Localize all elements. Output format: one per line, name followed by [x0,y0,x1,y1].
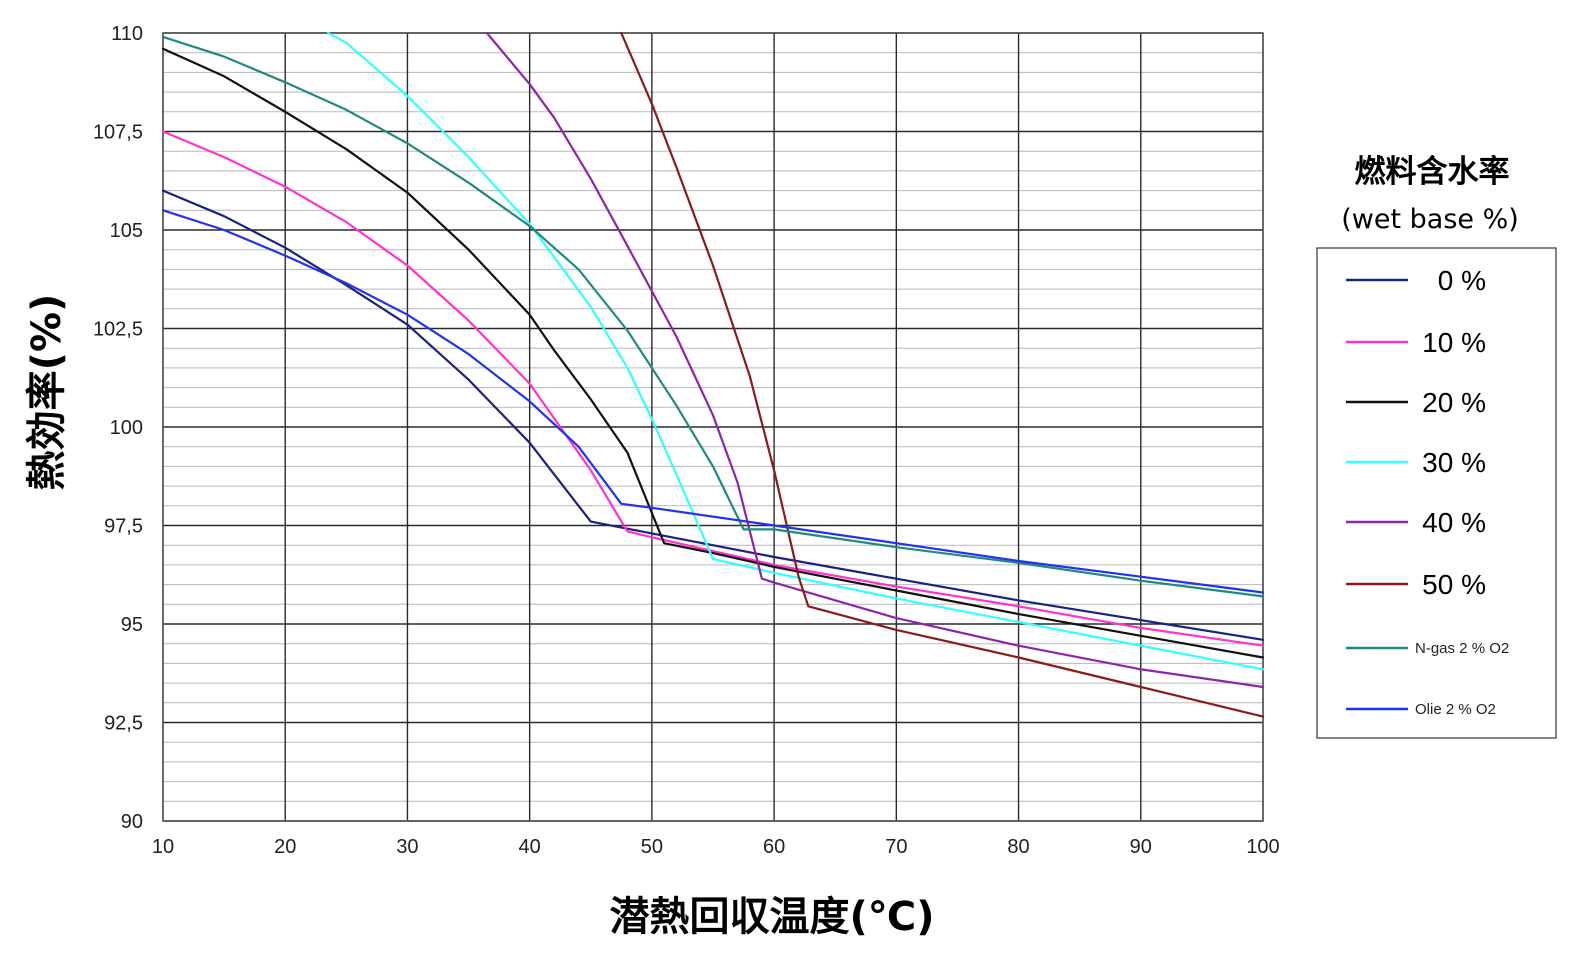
y-tick-label: 90 [121,811,143,833]
y-tick-labels: 90 92,5 95 97,5 100 102,5 105 107,5 110 [93,23,143,833]
y-tick-label: 110 [111,23,143,45]
y-axis-title: 熱効率(%) [24,294,70,491]
legend-label: 40 % [1422,507,1486,538]
series-line [485,31,1265,689]
y-tick-label: 100 [110,417,143,439]
y-tick-label: 92,5 [104,713,143,735]
x-tick-label: 10 [152,836,174,858]
x-tick-label: 80 [1007,836,1029,858]
legend-box [1316,247,1557,739]
y-tick-label: 95 [121,614,143,636]
x-tick-label: 60 [763,836,785,858]
series-line [161,130,1265,647]
x-axis-title: 潜熱回収温度(℃) [610,894,935,940]
legend-label: 10 % [1422,327,1486,358]
plot-area-border [162,32,1264,822]
y-tick-label: 107,5 [93,122,143,144]
x-tick-label: 20 [274,836,296,858]
series-line [161,35,1265,598]
legend-label: 20 % [1422,387,1486,418]
x-tick-label: 70 [885,836,907,858]
legend-entries: 0 % 10 % 20 % 30 % 40 % 50 % N-gas 2 % O2 Olie … [1346,265,1509,718]
y-tick-label: 97,5 [104,516,143,538]
legend-label: 0 % [1438,265,1486,296]
series-line [326,31,1265,671]
x-tick-label: 40 [519,836,541,858]
x-tick-labels: 10 20 30 40 50 60 70 80 90 100 [152,836,1280,858]
series-line [161,209,1265,594]
minor-gridlines [163,52,1263,802]
x-tick-label: 100 [1246,836,1279,858]
x-tick-label: 30 [396,836,418,858]
series-lines [161,31,1265,718]
x-tick-label: 90 [1130,836,1152,858]
legend-label: 30 % [1422,447,1486,478]
x-tick-label: 50 [641,836,663,858]
series-line [161,189,1265,641]
series-line [620,31,1265,718]
y-tick-label: 105 [110,220,143,242]
legend-label: 50 % [1422,569,1486,600]
legend-subtitle: (wet base %) [1341,204,1519,235]
legend-title: 燃料含水率 [1355,154,1510,190]
legend-label: N-gas 2 % O2 [1415,640,1509,657]
series-line [161,47,1265,659]
y-tick-label: 102,5 [93,319,143,341]
legend: 燃料含水率 (wet base %) 0 % 10 % 20 % 30 % 40 % 50… [1316,154,1557,739]
legend-label: Olie 2 % O2 [1415,701,1496,718]
